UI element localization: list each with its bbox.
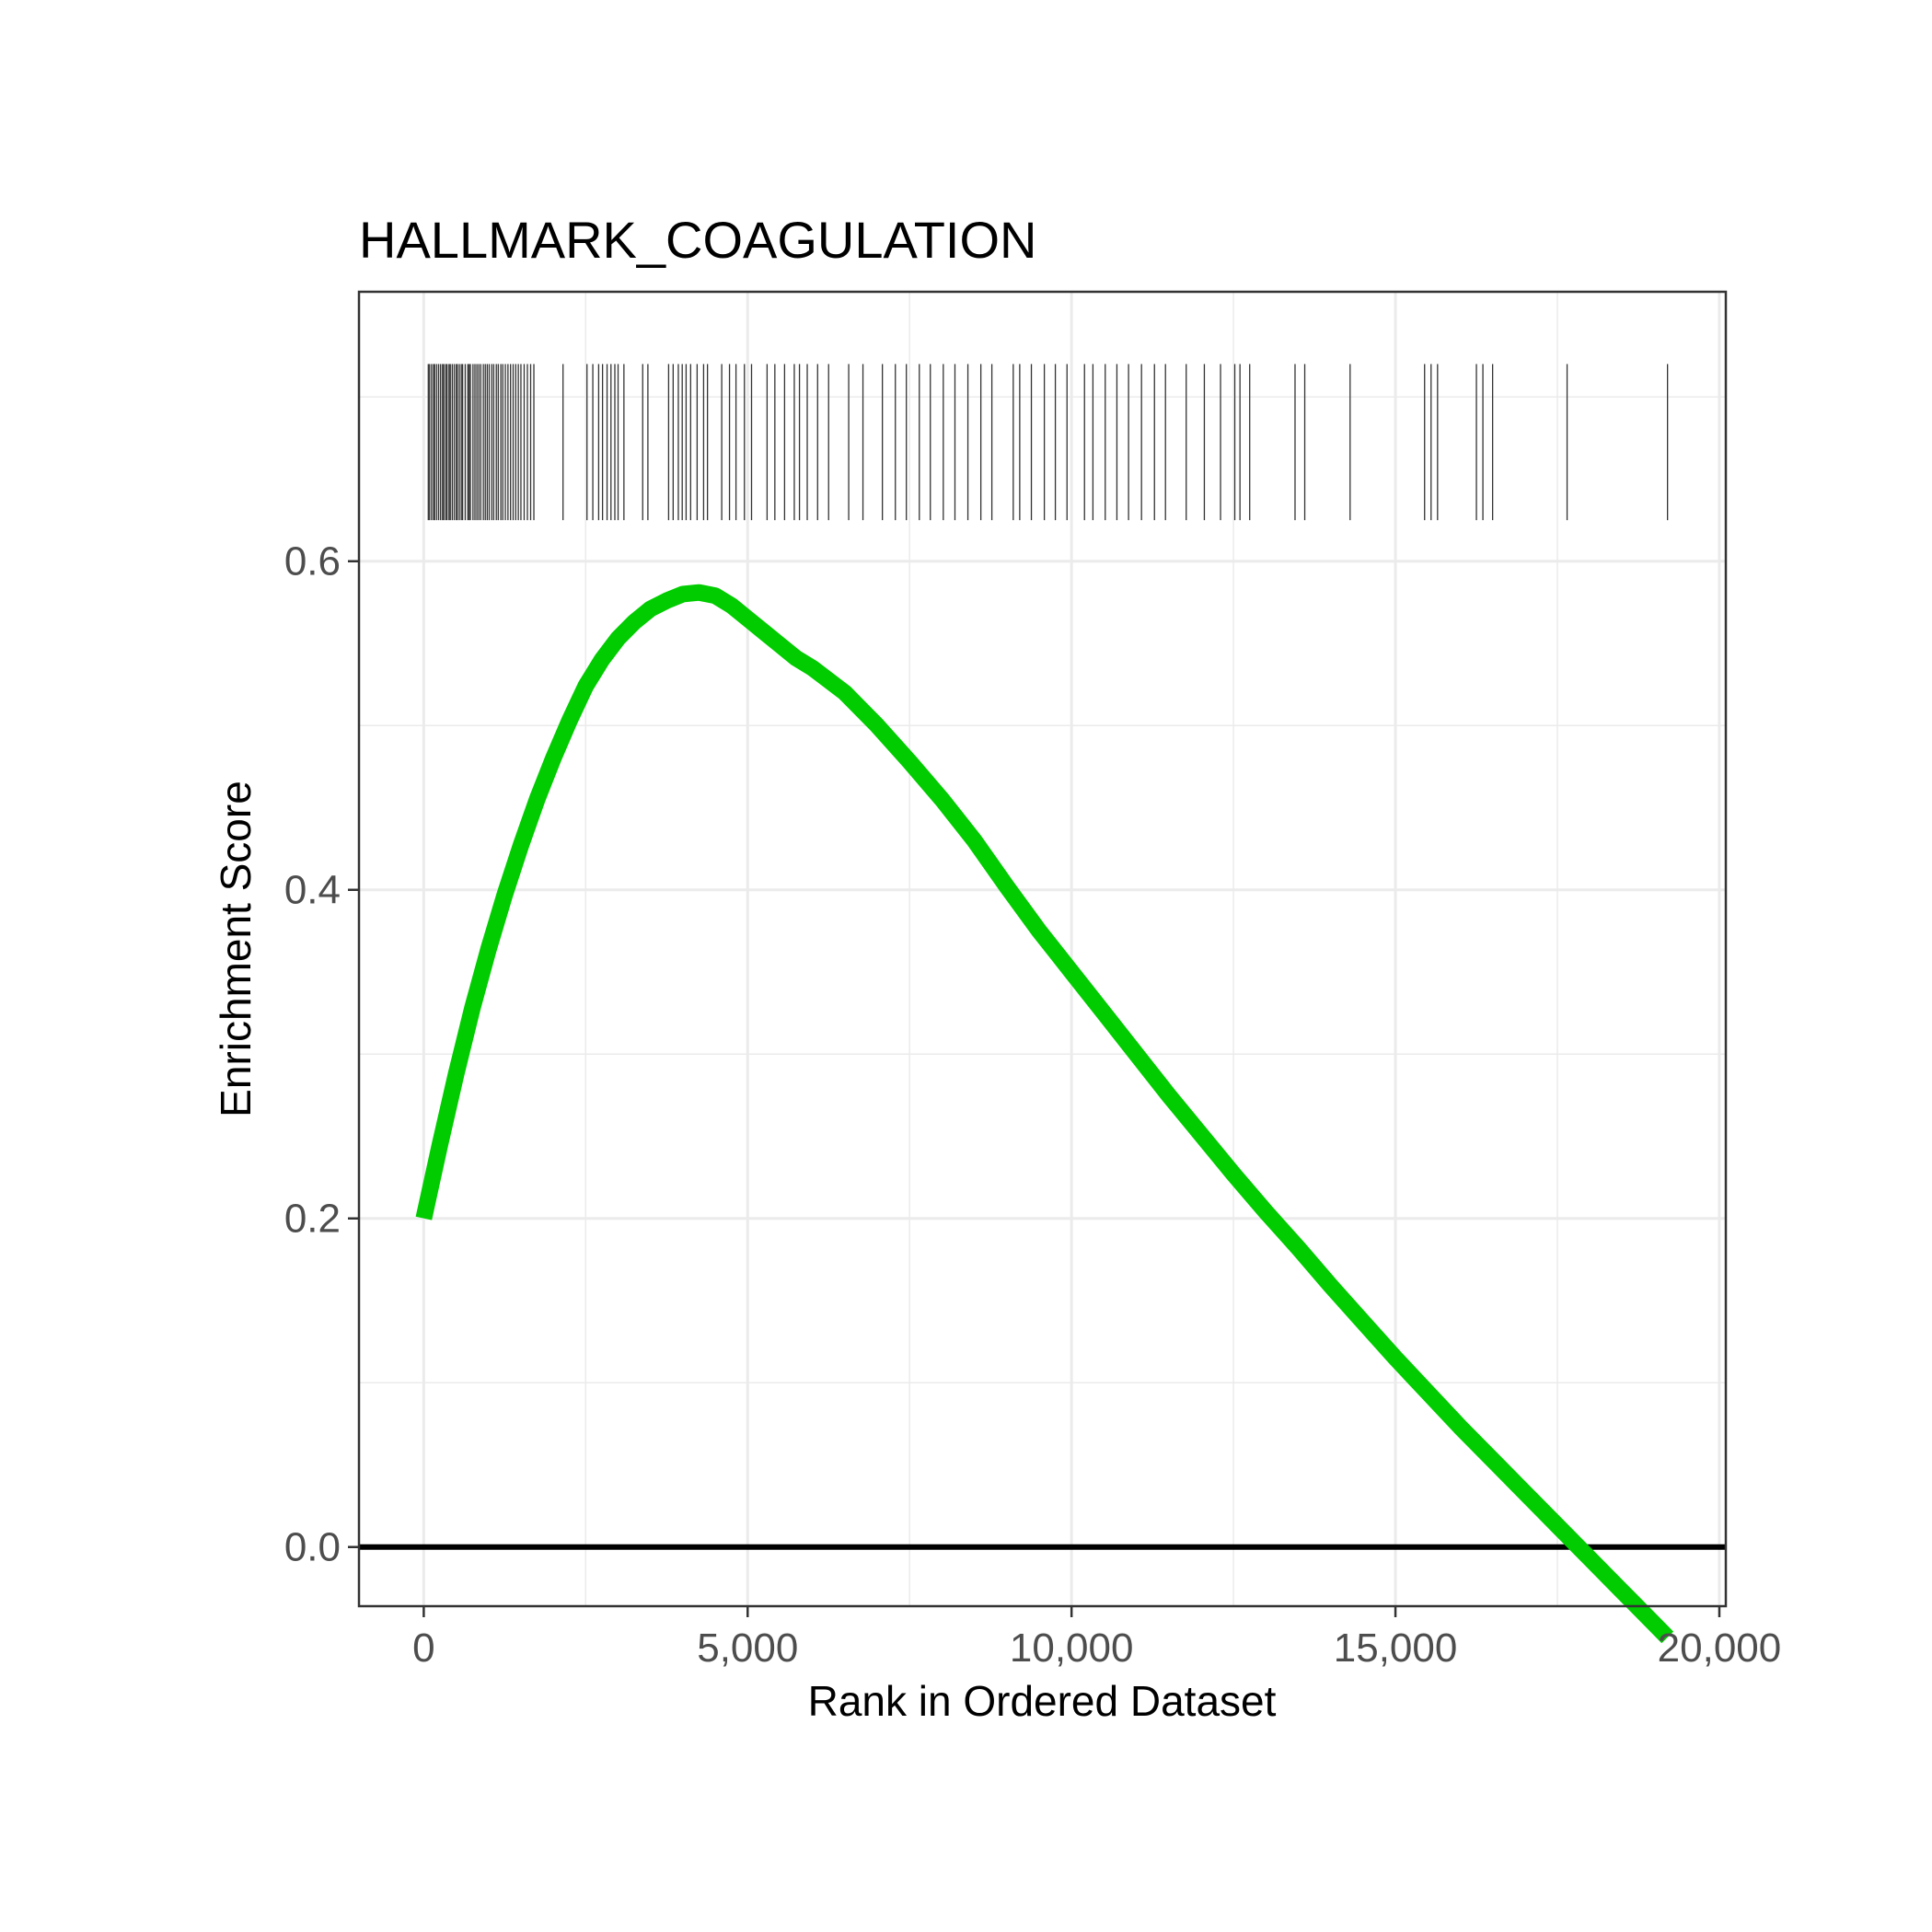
gene-hit-ticks	[427, 364, 1669, 521]
x-tick-label: 20,000	[1658, 1625, 1782, 1671]
x-tick-label: 0	[412, 1625, 434, 1671]
plot-panel-border	[357, 290, 1728, 1608]
x-tick-label: 15,000	[1334, 1625, 1458, 1671]
y-tick-label: 0.0	[284, 1525, 341, 1570]
chart-title: HALLMARK_COAGULATION	[359, 211, 1036, 269]
enrichment-curve	[415, 584, 1674, 1644]
plot-panel-background	[359, 292, 1726, 1606]
axes: 0 5,000 10,000 15,000 20,000 0.0 0.2 0.4 0.6	[284, 539, 1781, 1671]
x-tick-label: 5,000	[697, 1625, 798, 1671]
y-tick-label: 0.4	[284, 868, 341, 913]
y-tick-label: 0.2	[284, 1197, 341, 1242]
x-axis-title: Rank in Ordered Dataset	[808, 1677, 1277, 1725]
x-tick-label: 10,000	[1010, 1625, 1134, 1671]
y-axis-title: Enrichment Score	[212, 781, 260, 1117]
y-tick-label: 0.6	[284, 539, 341, 584]
enrichment-curve-group	[415, 584, 1674, 1644]
